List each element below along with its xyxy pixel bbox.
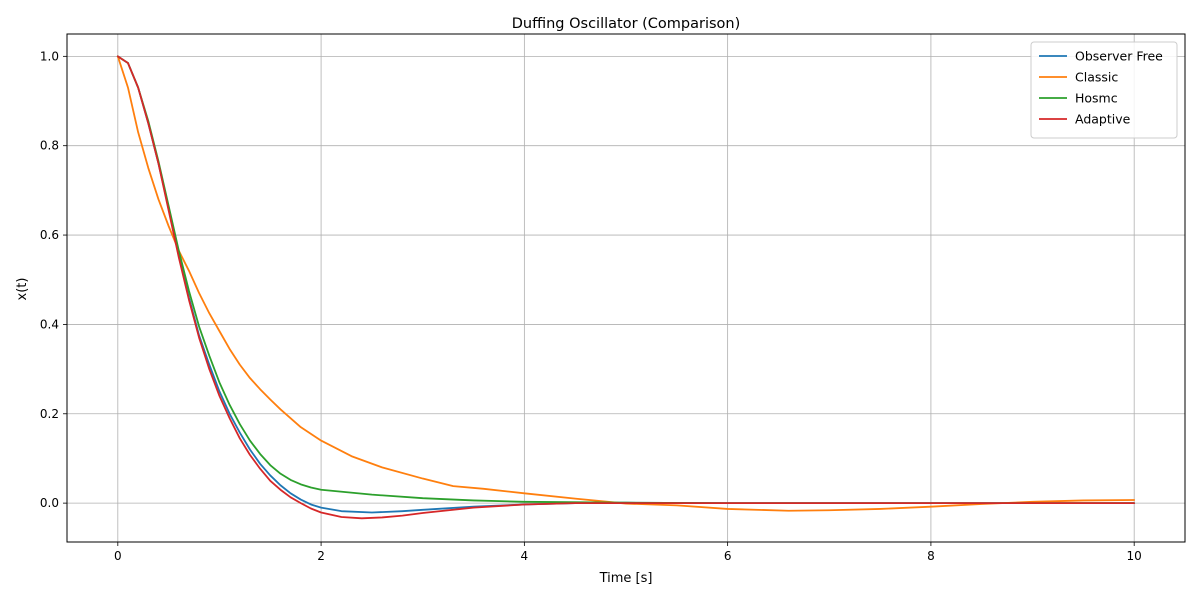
y-tick-label: 0.0 bbox=[40, 496, 59, 510]
legend-label-adaptive: Adaptive bbox=[1075, 112, 1131, 127]
x-tick-label: 2 bbox=[317, 549, 325, 563]
series-line-adaptive bbox=[116, 55, 1136, 520]
y-tick-label: 1.0 bbox=[40, 49, 59, 63]
plot-background bbox=[67, 34, 1185, 542]
x-tick-label: 10 bbox=[1127, 549, 1142, 563]
y-tick-label: 0.2 bbox=[40, 407, 59, 421]
chart-title: Duffing Oscillator (Comparison) bbox=[512, 16, 741, 32]
y-tick-label: 0.8 bbox=[40, 139, 59, 153]
legend-label-classic: Classic bbox=[1075, 70, 1118, 85]
legend-label-hosmc: Hosmc bbox=[1075, 91, 1118, 106]
ticks: 0 2 4 6 8 10 0.0 0.2 0.4 0.6 0.8 1.0 bbox=[40, 49, 1142, 563]
series-lines bbox=[116, 55, 1136, 520]
plot-area: 0 2 4 6 8 10 0.0 0.2 0.4 0.6 0.8 1.0 bbox=[40, 33, 1186, 563]
y-tick-label: 0.6 bbox=[40, 228, 59, 242]
legend-box bbox=[1030, 41, 1178, 139]
x-tick-label: 0 bbox=[114, 549, 122, 563]
legend-label-observer-free: Observer Free bbox=[1075, 49, 1163, 64]
x-tick-label: 8 bbox=[927, 549, 935, 563]
x-axis-label: Time [s] bbox=[599, 571, 653, 586]
plot-frame bbox=[66, 33, 1186, 543]
legend: Observer Free Classic Hosmc Adaptive bbox=[1030, 41, 1178, 139]
x-tick-label: 6 bbox=[724, 549, 732, 563]
x-tick-label: 4 bbox=[521, 549, 529, 563]
y-tick-label: 0.4 bbox=[40, 317, 59, 331]
y-axis-label: x(t) bbox=[15, 278, 30, 301]
